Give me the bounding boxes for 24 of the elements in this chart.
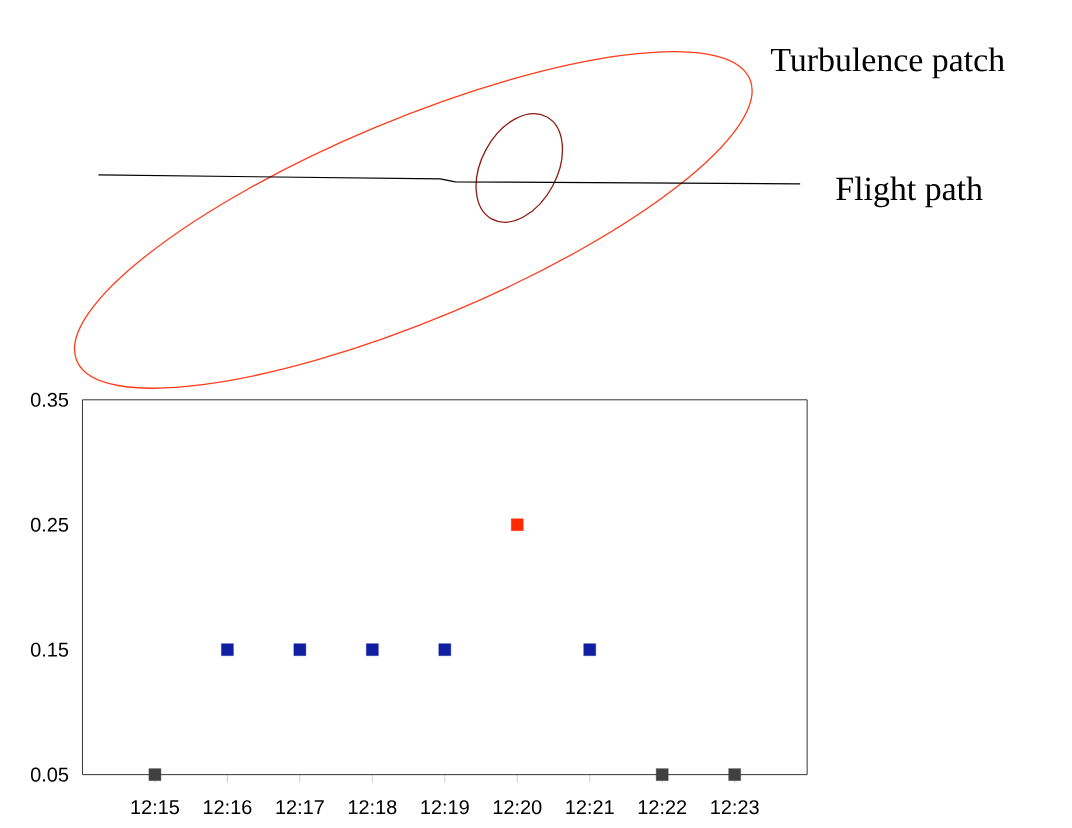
x-tick-label: 12:22 — [638, 800, 687, 815]
x-tick-label: 12:16 — [203, 800, 252, 815]
y-tick-label: 0.25 — [30, 517, 69, 532]
x-tick-label: 12:21 — [566, 800, 614, 815]
point — [728, 768, 741, 781]
y-tick-label: 0.35 — [30, 392, 69, 407]
x-tick-label: 12:19 — [421, 800, 469, 815]
x-tick-label: 12:20 — [493, 800, 542, 815]
point — [148, 768, 162, 781]
point — [511, 518, 524, 531]
point — [438, 643, 451, 656]
point — [583, 643, 596, 656]
y-tick-label: 0.05 — [30, 767, 69, 782]
x-tick-label: 12:23 — [711, 800, 759, 815]
x-tick-label: 12:18 — [348, 800, 397, 815]
point — [293, 643, 307, 656]
text: Flight path — [836, 176, 983, 208]
text: Turbulence patch — [770, 47, 1005, 79]
point — [656, 768, 669, 781]
y-tick-label: 0.15 — [30, 642, 69, 657]
point — [221, 643, 234, 656]
point — [366, 643, 379, 656]
x-tick-label: 12:17 — [276, 800, 324, 815]
x-tick-label: 12:15 — [131, 800, 180, 815]
